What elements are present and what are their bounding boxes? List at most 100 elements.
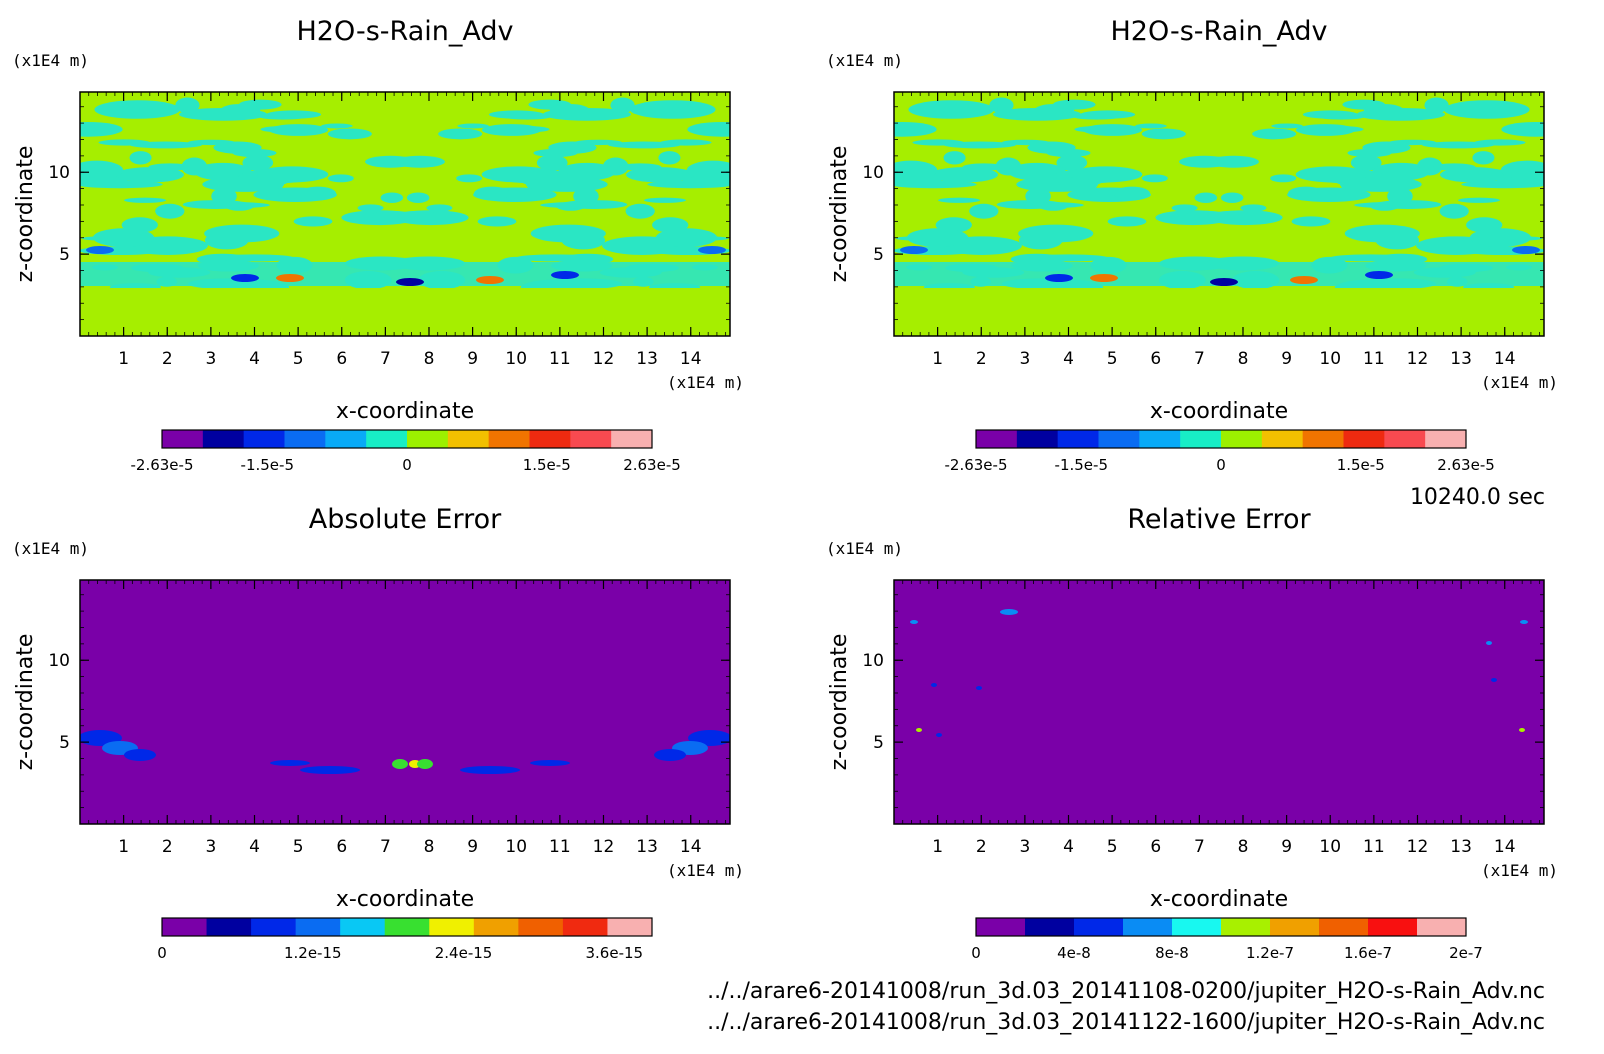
colorbar-swatch [366,430,408,448]
x-tick-label: 12 [593,837,615,857]
x-tick-label: 7 [380,837,391,857]
field-cell [1422,141,1495,149]
error-spot [300,766,360,774]
field-feature [1045,274,1073,282]
field-cell [80,121,123,137]
field-cell [608,141,681,149]
colorbar-swatch [1221,918,1271,936]
field-cell [906,228,969,247]
field-cell [1439,203,1469,219]
x-tick-label: 12 [593,349,615,369]
colorbar-swatch [488,430,530,448]
x-tick-label: 10 [505,349,527,369]
field-cell [477,216,517,227]
error-spot [460,766,520,774]
x-axis-label: x-coordinate [1150,887,1288,912]
x-tick-label: 9 [1281,837,1292,857]
field-cell [1252,128,1297,140]
x-tick-label: 1 [118,349,129,369]
x-tick-label: 13 [636,349,658,369]
field-cell [1388,139,1437,146]
colorbar-swatch [562,918,608,936]
colorbar-swatch [243,430,285,448]
colorbar-label: -2.63e-5 [131,456,194,474]
colorbar-swatch [447,430,490,448]
colorbar-swatch [206,918,252,936]
colorbar-frame [161,917,653,937]
field-cell [148,163,191,171]
x-tick-label: 6 [336,349,347,369]
field-cell [129,141,202,149]
x-tick-label: 8 [1238,837,1249,857]
field-cell [115,167,184,183]
colorbar-frame [161,429,653,449]
y-tick-label: 10 [862,651,884,671]
field-cell [626,167,695,183]
colorbar-swatch [1417,918,1467,936]
field-cell [989,97,1014,113]
field-cell [179,107,268,121]
field-cell [943,151,966,165]
colorbar-swatch [1343,430,1385,448]
colorbar-label: 2.63e-5 [1437,456,1495,474]
colorbar-swatch [251,918,297,936]
error-background [894,580,1544,824]
field-cell [1291,216,1331,227]
colorbar-swatch [1025,918,1075,936]
colorbar-swatch [607,918,653,936]
colorbar-label: 2.63e-5 [623,456,681,474]
field-cell [1472,151,1495,165]
colorbar-swatch [162,918,208,936]
colorbar-swatch [1172,918,1222,936]
x-unit-label: (x1E4 m) [1481,861,1558,880]
x-unit-label: (x1E4 m) [667,373,744,392]
field-cell [321,123,353,129]
field-lower [894,288,1544,336]
x-tick-label: 4 [1063,349,1074,369]
field-cell [1194,192,1218,203]
field-cell [503,113,552,120]
field-feature [1290,276,1318,284]
x-tick-label: 5 [293,349,304,369]
error-spot [270,760,310,766]
field-cell [242,154,274,171]
panel-3: Absolute Error(x1E4 m)1 2 3 4 5 6 7 8 9 10 11 12 13 1… [12,504,744,962]
field-cell [1440,167,1509,183]
x-tick-label: 6 [1150,837,1161,857]
colorbar-swatch [1368,918,1418,936]
field-cell [473,186,511,201]
x-tick-label: 12 [1407,837,1429,857]
field-cell [260,125,328,133]
colorbar-swatch [429,918,475,936]
field-cell [175,97,200,113]
plot-frame [79,91,731,337]
colorbar-swatch [340,918,386,936]
field-lower [80,288,730,336]
field-cell [1339,176,1422,192]
x-tick-label: 4 [249,837,260,857]
field-cell [1209,210,1254,221]
colorbar-label: 1.5e-5 [523,456,571,474]
field-feature [900,246,928,254]
field-feature [476,276,504,284]
plot-area [894,580,1544,824]
x-unit-label: (x1E4 m) [667,861,744,880]
x-axis-label: x-coordinate [336,887,474,912]
field-cell [406,192,430,203]
colorbar-swatch [529,430,571,448]
colorbar-label: 0 [1216,456,1226,474]
field-cell [530,224,606,243]
field-feature [1512,246,1540,254]
field-feature [86,246,114,254]
colorbar-swatch [518,918,564,936]
field-cell [80,160,124,180]
field-cell [894,160,938,180]
colorbar-swatch [384,918,430,936]
field-cell [204,224,280,243]
field-cell [1356,107,1445,121]
field-cell [1295,166,1369,183]
file-path-1: ../../arare6-20141008/run_3d.03_20141108… [707,979,1545,1004]
x-tick-label: 5 [1107,837,1118,857]
y-tick-label: 10 [48,163,70,183]
